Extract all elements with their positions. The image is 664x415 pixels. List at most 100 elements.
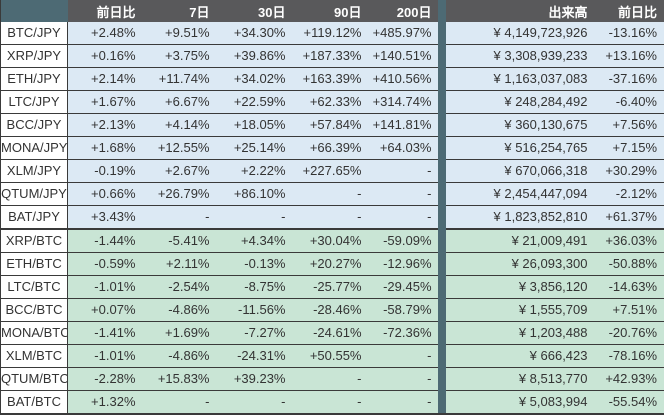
- cell-volume-change-1d: +30.29%: [595, 159, 664, 183]
- cell-change-7d: -: [141, 390, 216, 415]
- section-divider: [437, 205, 446, 230]
- cell-volume: ¥ 1,823,852,810: [445, 205, 596, 230]
- column-header-volume: 出来高: [445, 0, 596, 22]
- pair-label: XRP/BTC: [0, 228, 68, 253]
- section-divider: [437, 344, 446, 368]
- table-row: ETH/JPY +2.14% +11.74% +34.02% +163.39% …: [0, 67, 664, 91]
- cell-volume-change-1d: -14.63%: [595, 275, 664, 299]
- cell-change-30d: +2.22%: [215, 159, 292, 183]
- pair-label: QTUM/JPY: [0, 182, 68, 206]
- cell-change-1d: +0.66%: [67, 182, 142, 206]
- cell-volume-change-1d: +36.03%: [595, 228, 664, 253]
- column-header-30d: 30日: [215, 0, 292, 22]
- cell-change-90d: +30.04%: [291, 228, 368, 253]
- cell-change-90d: -: [291, 205, 368, 230]
- cell-volume: ¥ 3,856,120: [445, 275, 596, 299]
- cell-volume-change-1d: -6.40%: [595, 90, 664, 114]
- cell-change-90d: +66.39%: [291, 136, 368, 160]
- cell-change-90d: +163.39%: [291, 67, 368, 91]
- table-row: XRP/JPY +0.16% +3.75% +39.86% +187.33% +…: [0, 44, 664, 68]
- cell-change-30d: -11.56%: [215, 298, 292, 322]
- table-row: LTC/BTC -1.01% -2.54% -8.75% -25.77% -29…: [0, 275, 664, 299]
- cell-volume: ¥ 666,423: [445, 344, 596, 368]
- cell-volume: ¥ 516,254,765: [445, 136, 596, 160]
- section-divider: [437, 182, 446, 206]
- section-divider: [437, 0, 446, 22]
- cell-change-30d: +25.14%: [215, 136, 292, 160]
- cell-change-7d: +2.11%: [141, 252, 216, 276]
- section-divider: [437, 90, 446, 114]
- pair-label: BTC/JPY: [0, 22, 68, 45]
- section-divider: [437, 159, 446, 183]
- cell-volume-change-1d: -37.16%: [595, 67, 664, 91]
- cell-change-7d: -4.86%: [141, 344, 216, 368]
- cell-change-30d: +34.02%: [215, 67, 292, 91]
- cell-volume-change-1d: -20.76%: [595, 321, 664, 345]
- cell-change-1d: +0.16%: [67, 44, 142, 68]
- section-divider: [437, 298, 446, 322]
- cell-volume-change-1d: -2.12%: [595, 182, 664, 206]
- cell-volume-change-1d: -55.54%: [595, 390, 664, 415]
- cell-volume-change-1d: -78.16%: [595, 344, 664, 368]
- cell-volume: ¥ 2,454,447,094: [445, 182, 596, 206]
- cell-change-30d: +4.34%: [215, 228, 292, 253]
- cell-volume: ¥ 670,066,318: [445, 159, 596, 183]
- cell-change-90d: +20.27%: [291, 252, 368, 276]
- section-divider: [437, 321, 446, 345]
- cell-change-7d: +3.75%: [141, 44, 216, 68]
- cell-change-1d: +1.67%: [67, 90, 142, 114]
- table-body: BTC/JPY +2.48% +9.51% +34.30% +119.12% +…: [0, 22, 664, 415]
- cell-change-200d: -: [367, 159, 438, 183]
- cell-volume: ¥ 21,009,491: [445, 228, 596, 253]
- cell-volume: ¥ 5,083,994: [445, 390, 596, 415]
- section-divider: [437, 228, 446, 253]
- cell-change-200d: +485.97%: [367, 22, 438, 45]
- table-row: LTC/JPY +1.67% +6.67% +22.59% +62.33% +3…: [0, 90, 664, 114]
- cell-change-1d: -0.19%: [67, 159, 142, 183]
- cell-volume: ¥ 8,513,770: [445, 367, 596, 391]
- pair-label: ETH/BTC: [0, 252, 68, 276]
- header-row: 前日比 7日 30日 90日 200日 出来高 前日比: [0, 0, 664, 22]
- cell-volume: ¥ 4,149,723,926: [445, 22, 596, 45]
- cell-change-7d: -2.54%: [141, 275, 216, 299]
- cell-change-200d: -72.36%: [367, 321, 438, 345]
- cell-change-7d: +6.67%: [141, 90, 216, 114]
- pair-label: XLM/BTC: [0, 344, 68, 368]
- pair-label: ETH/JPY: [0, 67, 68, 91]
- cell-volume: ¥ 248,284,492: [445, 90, 596, 114]
- cell-change-90d: +50.55%: [291, 344, 368, 368]
- cell-change-1d: +2.48%: [67, 22, 142, 45]
- cell-change-90d: +227.65%: [291, 159, 368, 183]
- cell-change-1d: -2.28%: [67, 367, 142, 391]
- table-row: BCC/BTC +0.07% -4.86% -11.56% -28.46% -5…: [0, 298, 664, 322]
- cell-change-7d: +4.14%: [141, 113, 216, 137]
- cell-change-30d: +39.23%: [215, 367, 292, 391]
- cell-change-7d: +2.67%: [141, 159, 216, 183]
- table-row: BAT/JPY +3.43% - - - - ¥ 1,823,852,810 +…: [0, 205, 664, 230]
- cell-volume: ¥ 360,130,675: [445, 113, 596, 137]
- table-header: 前日比 7日 30日 90日 200日 出来高 前日比: [0, 0, 664, 22]
- cell-change-200d: -59.09%: [367, 228, 438, 253]
- cell-change-30d: -8.75%: [215, 275, 292, 299]
- pair-label: BAT/JPY: [0, 205, 68, 230]
- table-row: XLM/JPY -0.19% +2.67% +2.22% +227.65% - …: [0, 159, 664, 183]
- cell-change-90d: -28.46%: [291, 298, 368, 322]
- cell-change-200d: -29.45%: [367, 275, 438, 299]
- cell-change-90d: -24.61%: [291, 321, 368, 345]
- cell-volume: ¥ 3,308,939,233: [445, 44, 596, 68]
- cell-change-30d: -0.13%: [215, 252, 292, 276]
- section-divider: [437, 252, 446, 276]
- cell-change-1d: -1.01%: [67, 275, 142, 299]
- cell-change-200d: -: [367, 205, 438, 230]
- table-row: MONA/BTC -1.41% +1.69% -7.27% -24.61% -7…: [0, 321, 664, 345]
- cell-change-1d: +1.68%: [67, 136, 142, 160]
- cell-volume-change-1d: +7.56%: [595, 113, 664, 137]
- column-header-200d: 200日: [367, 0, 438, 22]
- column-header-7d: 7日: [141, 0, 216, 22]
- cell-volume: ¥ 26,093,300: [445, 252, 596, 276]
- cell-change-200d: +314.74%: [367, 90, 438, 114]
- cell-change-200d: +140.51%: [367, 44, 438, 68]
- section-divider: [437, 113, 446, 137]
